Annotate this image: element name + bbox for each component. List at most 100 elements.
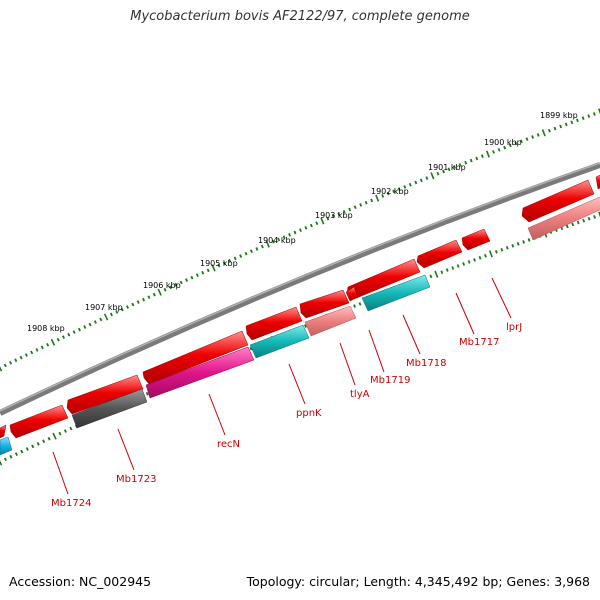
- gene-label-mb1724[interactable]: Mb1724: [51, 498, 91, 509]
- tick-mark: [434, 270, 439, 278]
- forward-strand-genes: [0, 174, 600, 439]
- gene-label-lprj[interactable]: lprJ: [506, 322, 522, 333]
- tick-mark: [282, 235, 286, 239]
- tick-mark: [453, 165, 457, 169]
- tick-mark: [131, 302, 135, 307]
- tick-mark: [527, 238, 531, 242]
- tick-mark: [24, 353, 28, 357]
- leader-recn: [208, 393, 226, 436]
- tick-mark: [42, 439, 46, 444]
- gene-arrow[interactable]: [595, 174, 600, 190]
- leader-mb1718: [402, 314, 421, 355]
- gene-lprj-bar[interactable]: [527, 196, 600, 241]
- gene-label-tlya[interactable]: tlyA: [350, 389, 370, 400]
- tick-mark: [353, 304, 356, 308]
- tick-mark: [353, 205, 357, 210]
- tick-mark: [359, 203, 363, 207]
- gene-arrow[interactable]: [521, 179, 595, 223]
- tick-mark: [593, 215, 596, 219]
- tick-mark: [211, 264, 216, 272]
- tick-mark: [541, 129, 546, 137]
- gene-tlya-bar[interactable]: [304, 305, 357, 337]
- tick-mark: [72, 330, 76, 334]
- leader-mb1723: [117, 428, 135, 471]
- tick-mark: [445, 268, 449, 272]
- reverse-strand-genes: [0, 196, 600, 456]
- tick-mark: [408, 182, 412, 187]
- tick-mark: [222, 261, 226, 265]
- tick-mark: [464, 160, 468, 165]
- gene-arrow[interactable]: [461, 228, 491, 251]
- tick-mark: [516, 241, 520, 246]
- gene-arrow[interactable]: [142, 330, 249, 385]
- tick-mark: [582, 218, 586, 223]
- gene-arrow[interactable]: [0, 424, 7, 439]
- tick-mark: [277, 237, 281, 242]
- tick-mark: [326, 216, 330, 221]
- gene-mb1718-bar[interactable]: [361, 274, 431, 312]
- tick-mark: [564, 122, 568, 127]
- tick-mark: [500, 247, 504, 252]
- gene-arrow[interactable]: [245, 306, 303, 341]
- tick-mark: [570, 120, 574, 125]
- tick-mark: [120, 307, 124, 312]
- kbp-label-1900: 1900 kbp: [484, 138, 522, 147]
- tick-mark: [152, 292, 156, 297]
- tick-mark: [58, 431, 62, 436]
- gene-arrow[interactable]: [345, 286, 359, 302]
- tick-mark: [478, 255, 482, 260]
- gene-arrow[interactable]: [9, 404, 69, 439]
- tick-mark: [525, 137, 529, 141]
- gene-label-mb1719[interactable]: Mb1719: [370, 375, 410, 386]
- tick-mark: [348, 207, 352, 212]
- tick-mark: [403, 185, 407, 189]
- tick-mark: [239, 254, 243, 258]
- tick-mark: [358, 302, 362, 306]
- tick-mark: [375, 194, 380, 202]
- map-title: Mycobacterium bovis AF2122/97, complete …: [130, 9, 470, 24]
- tick-mark: [397, 187, 401, 192]
- gene-label-mb1723[interactable]: Mb1723: [116, 474, 156, 485]
- tick-mark: [436, 171, 440, 176]
- tick-mark: [467, 260, 471, 264]
- gene-arrow[interactable]: [416, 239, 463, 269]
- tick-mark: [142, 297, 146, 302]
- tick-mark: [40, 345, 44, 350]
- tick-mark: [480, 154, 484, 159]
- tick-mark: [233, 256, 237, 261]
- gene-mb1724-bar[interactable]: [0, 436, 13, 456]
- tick-mark: [531, 135, 535, 139]
- tick-mark: [473, 258, 476, 262]
- tick-mark: [485, 150, 490, 158]
- gene-label-ppnk[interactable]: ppnK: [296, 408, 322, 419]
- gene-label-recn[interactable]: recN: [217, 439, 240, 450]
- tick-mark: [25, 447, 29, 451]
- tick-mark: [381, 194, 385, 198]
- tick-mark: [364, 200, 368, 205]
- genome-backbone: [0, 162, 600, 416]
- gene-arrow[interactable]: [299, 289, 350, 319]
- tick-mark: [249, 249, 253, 254]
- gene-mb1723-bar[interactable]: [71, 388, 148, 429]
- tick-mark: [255, 247, 259, 251]
- tick-mark: [174, 283, 178, 287]
- gene-label-mb1717[interactable]: Mb1717: [459, 337, 499, 348]
- tick-mark: [598, 211, 600, 218]
- tick-mark: [157, 288, 162, 296]
- tick-mark: [63, 429, 67, 433]
- tick-mark: [508, 143, 512, 148]
- tick-mark: [503, 145, 507, 150]
- tick-mark: [462, 262, 466, 266]
- tick-mark: [35, 348, 39, 352]
- tick-mark: [370, 198, 374, 203]
- gene-label-mb1718[interactable]: Mb1718: [406, 358, 446, 369]
- tick-track-outer: [0, 108, 600, 372]
- tick-mark: [304, 226, 308, 230]
- kbp-label-1905: 1905 kbp: [200, 259, 238, 268]
- tick-mark: [168, 285, 172, 290]
- tick-mark: [488, 250, 493, 258]
- gene-recn-bar[interactable]: [145, 346, 255, 399]
- gene-arrow[interactable]: [66, 374, 144, 415]
- gene-ppnk-bar[interactable]: [249, 324, 310, 359]
- tick-mark: [303, 324, 307, 328]
